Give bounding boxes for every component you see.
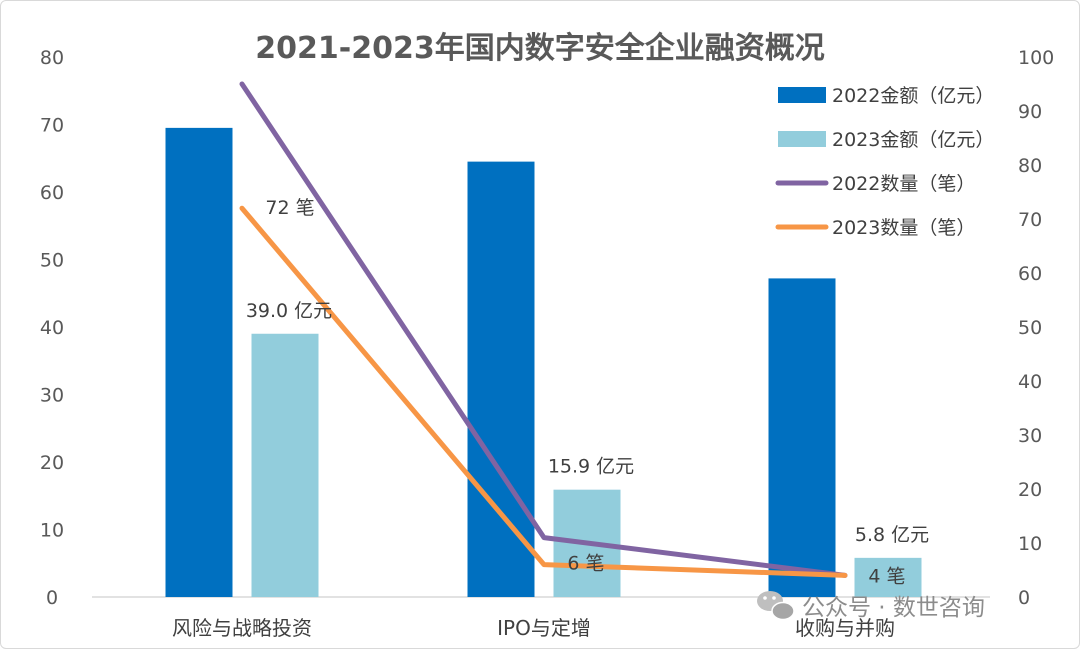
bar (251, 333, 319, 597)
line-data-label: 4 笔 (868, 565, 905, 587)
bar-data-label: 5.8 亿元 (855, 524, 929, 546)
legend-swatch (778, 131, 826, 147)
right-tick-label: 60 (1018, 263, 1042, 285)
left-tick-label: 0 (46, 587, 58, 609)
line-series (239, 81, 848, 578)
data-labels: 39.0 亿元 15.9 亿元 5.8 亿元 72 笔 6 笔 4 笔 (246, 197, 929, 591)
legend-swatch (778, 87, 826, 103)
right-tick-label: 100 (1018, 47, 1054, 69)
watermark: 公众号 · 数世咨询 (757, 591, 985, 621)
legend-label: 2022金额（亿元） (832, 85, 994, 107)
right-tick-label: 40 (1018, 371, 1042, 393)
right-tick-label: 50 (1018, 317, 1042, 339)
category-label: 风险与战略投资 (172, 616, 312, 640)
bar-data-label: 15.9 亿元 (548, 456, 634, 478)
right-tick-label: 10 (1018, 533, 1042, 555)
right-tick-label: 0 (1018, 587, 1030, 609)
right-tick-label: 70 (1018, 209, 1042, 231)
left-tick-label: 80 (40, 47, 64, 69)
left-tick-label: 30 (40, 385, 64, 407)
left-tick-label: 70 (40, 115, 64, 137)
legend-label: 2023数量（笔） (832, 217, 975, 239)
chart-title: 2021-2023年国内数字安全企业融资概况 (255, 31, 824, 66)
right-tick-label: 80 (1018, 155, 1042, 177)
left-tick-label: 40 (40, 317, 64, 339)
line-data-label: 6 笔 (567, 553, 604, 575)
bar-data-label: 39.0 亿元 (246, 300, 332, 322)
left-tick-label: 20 (40, 452, 64, 474)
category-axis: 风险与战略投资 IPO与定增 收购与并购 (172, 616, 895, 640)
category-label: 收购与并购 (795, 616, 895, 640)
category-label: IPO与定增 (497, 616, 591, 640)
left-axis: 0 10 20 30 40 50 60 70 80 (40, 47, 64, 609)
left-tick-label: 60 (40, 182, 64, 204)
right-tick-label: 30 (1018, 425, 1042, 447)
series-line (239, 205, 848, 578)
legend-label: 2023金额（亿元） (832, 129, 994, 151)
line-data-label: 72 笔 (265, 197, 314, 219)
left-tick-label: 50 (40, 250, 64, 272)
legend-label: 2022数量（笔） (832, 173, 975, 195)
legend: 2022金额（亿元） 2023金额（亿元） 2022数量（笔） 2023数量（笔） (775, 85, 994, 239)
bar (165, 127, 233, 597)
bar (467, 161, 535, 597)
watermark-text: 公众号 · 数世咨询 (802, 595, 985, 621)
right-axis: 0 10 20 30 40 50 60 70 80 90 100 (1018, 47, 1054, 609)
data-label-bg (861, 562, 913, 591)
left-tick-label: 10 (40, 520, 64, 542)
bar (768, 278, 836, 597)
wechat-icon (757, 591, 795, 621)
series-line (239, 81, 848, 578)
right-tick-label: 20 (1018, 479, 1042, 501)
right-tick-label: 90 (1018, 101, 1042, 123)
